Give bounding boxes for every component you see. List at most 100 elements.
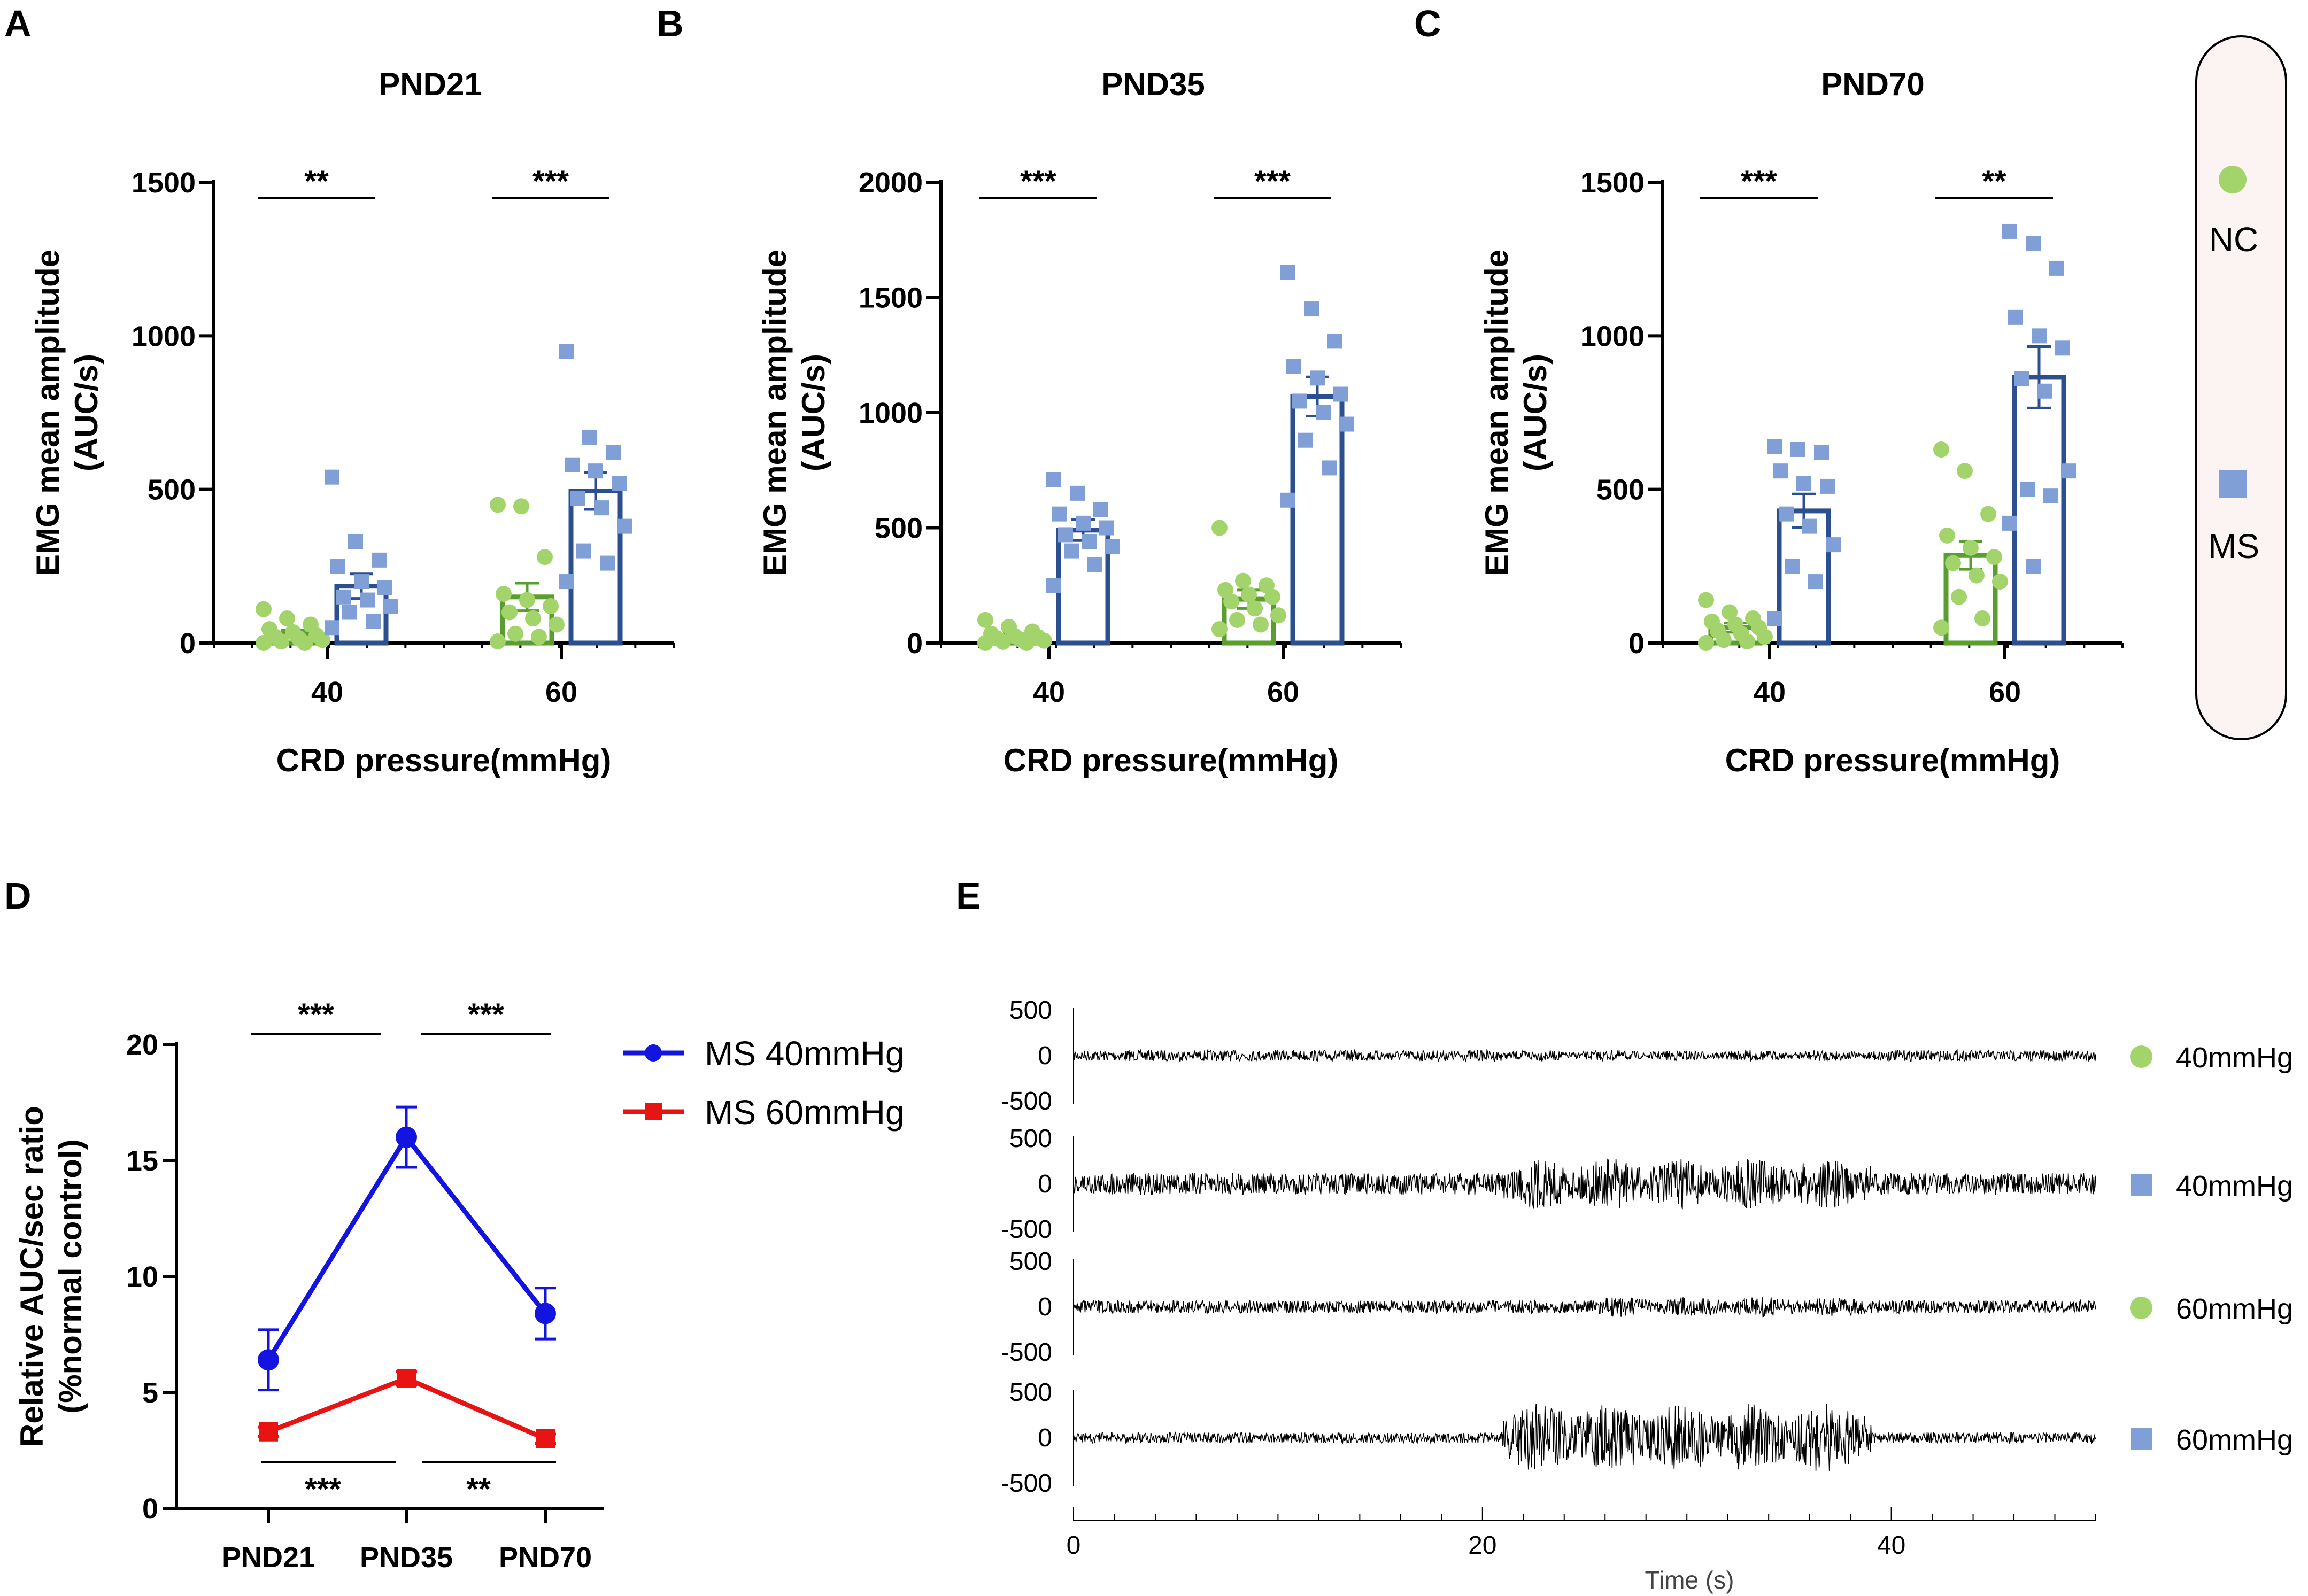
trace-y-tick-label: -500	[1001, 1338, 1052, 1367]
legend-d: MS 40mmHg MS 60mmHg	[623, 1034, 904, 1132]
trace-y-tick-label: -500	[1001, 1087, 1052, 1115]
x-tick-label: 60	[545, 676, 577, 708]
data-point-ms60	[536, 1429, 555, 1448]
data-point-ms	[1779, 506, 1794, 522]
y-tick-label: 2000	[859, 167, 923, 199]
data-point-nc	[549, 616, 565, 633]
data-point-ms	[1790, 441, 1805, 457]
data-point-ms	[612, 476, 627, 491]
data-point-nc	[1945, 555, 1961, 571]
y-tick-label: 1000	[132, 320, 196, 352]
data-point-nc	[279, 610, 295, 627]
data-point-nc	[507, 625, 523, 642]
data-point-nc	[1036, 632, 1052, 649]
data-point-ms	[582, 429, 597, 445]
data-point-nc	[1229, 611, 1245, 628]
significance-label: **	[1982, 164, 2006, 199]
trace-y-tick-label: 500	[1009, 996, 1052, 1025]
group-legend: NC MS	[2195, 35, 2287, 740]
data-point-nc	[1223, 593, 1239, 610]
trace-y-tick-label: 0	[1038, 1293, 1052, 1321]
trace-y-tick-label: 500	[1009, 1248, 1052, 1276]
trace-legend-label: 40mmHg	[2176, 1170, 2293, 1202]
nc-circle-icon	[2219, 166, 2247, 193]
data-point-ms	[1773, 463, 1788, 479]
y-tick-label: 10	[126, 1261, 158, 1293]
data-point-ms	[559, 344, 574, 359]
data-point-ms	[1316, 405, 1331, 420]
data-point-ms	[336, 589, 351, 605]
data-point-ms	[559, 574, 574, 590]
data-point-nc	[1739, 633, 1755, 650]
y-axis-label-line: (AUC/s)	[796, 354, 831, 471]
data-point-ms	[1286, 359, 1301, 374]
significance-label: ***	[1020, 164, 1056, 199]
legend-d-ms40-label: MS 40mmHg	[705, 1034, 904, 1073]
x-tick-label: 60	[1989, 676, 2021, 708]
legend-box	[2195, 35, 2287, 740]
data-point-ms	[1280, 265, 1295, 280]
data-point-ms	[348, 534, 363, 549]
time-tick-label: 40	[1877, 1531, 1905, 1560]
data-point-nc	[496, 586, 512, 602]
data-point-ms	[1767, 611, 1782, 626]
chart-a-pnd21: PND21 EMG mean amplitude(AUC/s) 0 500 1000 15…	[30, 66, 675, 778]
trace-y-tick-label: 0	[1038, 1042, 1052, 1070]
y-tick-label: 0	[142, 1493, 158, 1525]
significance-label: **	[466, 1472, 491, 1507]
data-point-ms60	[397, 1368, 416, 1388]
y-axis-label-line: EMG mean amplitude	[30, 250, 66, 576]
data-point-ms	[2055, 340, 2070, 356]
legend-ms-label: MS	[2208, 527, 2259, 565]
data-point-nc	[513, 498, 529, 515]
data-point-ms	[1304, 301, 1319, 317]
emg-trace	[1073, 1404, 2096, 1471]
trace-legend-square-icon	[2131, 1174, 2152, 1196]
trace-y-tick-label: -500	[1001, 1215, 1052, 1244]
data-point-nc	[1698, 592, 1714, 608]
data-point-ms	[1093, 502, 1108, 517]
data-point-ms	[1298, 432, 1313, 448]
data-point-ms	[2032, 328, 2047, 344]
data-point-ms	[1826, 537, 1841, 553]
legend-d-circle-icon	[645, 1044, 662, 1062]
data-point-nc	[543, 598, 559, 615]
data-point-ms	[600, 555, 615, 571]
data-point-ms	[565, 457, 580, 472]
ms-square-icon	[2219, 470, 2247, 498]
data-point-ms	[1046, 578, 1061, 593]
data-point-ms	[2049, 260, 2064, 276]
data-point-ms	[325, 620, 339, 636]
trace-y-tick-label: -500	[1001, 1469, 1052, 1498]
data-point-ms	[1814, 445, 1829, 460]
y-axis-label: EMG mean amplitude(AUC/s)	[757, 250, 831, 576]
data-point-ms	[1802, 518, 1817, 534]
data-point-nc	[1211, 520, 1228, 536]
data-point-nc	[1933, 441, 1949, 458]
panel-label-e: E	[956, 875, 981, 917]
data-point-nc	[1963, 539, 1979, 556]
data-point-nc	[1264, 588, 1280, 605]
y-axis-label-line: (AUC/s)	[1517, 354, 1553, 471]
x-axis-label: CRD pressure(mmHg)	[1004, 742, 1339, 778]
data-point-ms	[2043, 488, 2058, 503]
data-point-nc	[1247, 600, 1263, 617]
y-tick-label: 0	[907, 627, 923, 660]
x-tick-label: PND70	[499, 1541, 592, 1574]
significance-label: ***	[298, 997, 334, 1032]
data-point-ms	[1280, 492, 1295, 508]
y-tick-label: 5	[142, 1377, 158, 1409]
y-tick-label: 1500	[859, 282, 923, 314]
data-point-ms	[2020, 482, 2035, 497]
data-point-ms	[1105, 538, 1120, 554]
data-point-nc	[1957, 463, 1973, 479]
y-axis-label-line: (%normal control)	[52, 1139, 88, 1413]
data-point-ms	[1333, 386, 1348, 402]
chart-e-emg-traces: 500 0 -500 40mmHg 500 0 -500 40mmHg 500 0 -500 60mm…	[1001, 996, 2293, 1594]
trace-legend-circle-icon	[2130, 1297, 2152, 1319]
data-point-nc	[1270, 607, 1286, 624]
y-axis-label: EMG mean amplitude(AUC/s)	[30, 250, 104, 576]
x-axis-label: CRD pressure(mmHg)	[1725, 742, 2060, 778]
data-point-nc	[1992, 574, 2008, 590]
data-point-nc	[1974, 610, 1990, 627]
